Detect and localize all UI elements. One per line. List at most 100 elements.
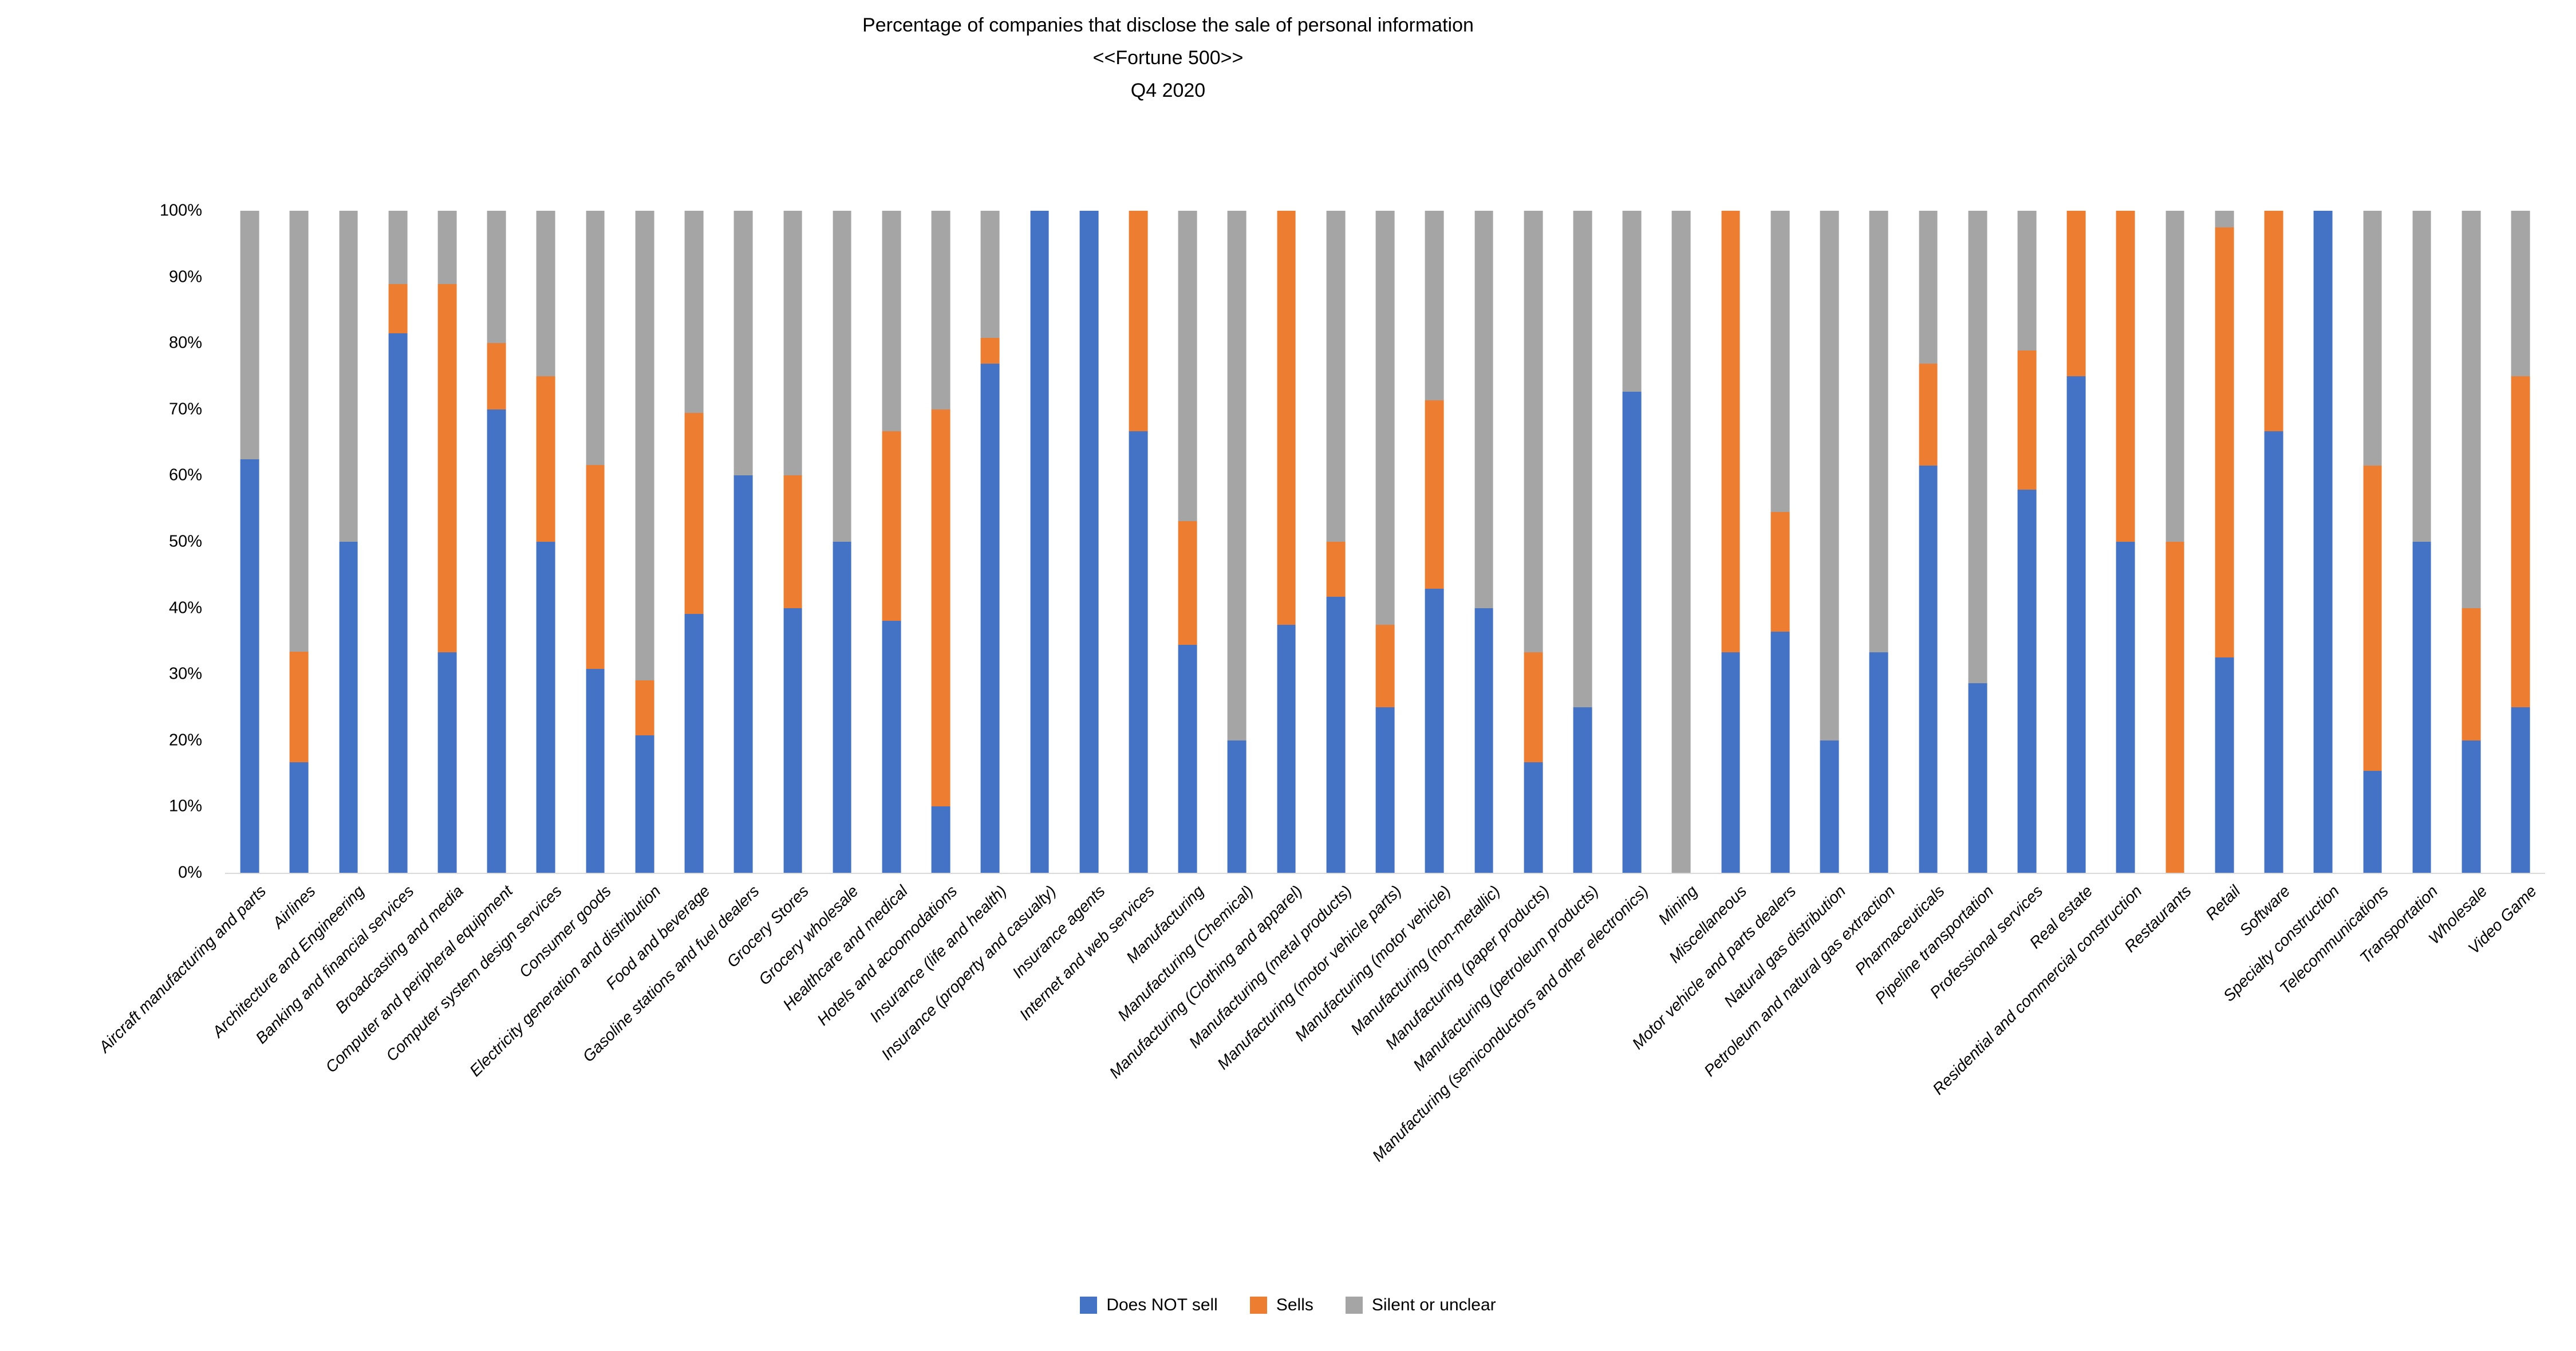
bar-segment-does-not-sell (1079, 211, 1099, 873)
bar-segment-silent-or-unclear (783, 211, 802, 476)
bar-segment-silent-or-unclear (388, 211, 408, 285)
x-axis-category-label: Mining (1655, 882, 1701, 928)
bar-segment-sells (1277, 211, 1296, 625)
bar-column: Retail (2200, 211, 2249, 924)
bar-segment-silent-or-unclear (240, 211, 259, 459)
stacked-bar (2313, 211, 2333, 873)
stacked-bar (240, 211, 259, 873)
y-axis-tick-label: 10% (168, 797, 202, 816)
stacked-bar (1721, 211, 1741, 873)
bar-segment-does-not-sell (1375, 707, 1395, 873)
bar-segment-sells (2511, 376, 2530, 707)
x-axis-category-label: Consumer goods (515, 882, 615, 981)
bar-segment-sells (1129, 211, 1148, 431)
stacked-bar (1622, 211, 1642, 873)
bar-segment-does-not-sell (1474, 608, 1493, 873)
bar-segment-silent-or-unclear (1425, 211, 1444, 400)
bar-segment-does-not-sell (1573, 707, 1592, 873)
legend-label-sells: Sells (1276, 1295, 1313, 1314)
x-axis-category-label: Retail (2202, 882, 2244, 924)
bar-segment-sells (2116, 211, 2135, 542)
bar-column: Manufacturing (metal products) (1186, 211, 1360, 1051)
stacked-bar (981, 211, 1000, 873)
chart-title-line-3: Q4 2020 (1130, 80, 1206, 101)
bar-segment-silent-or-unclear (2363, 211, 2382, 466)
bar-segment-sells (2165, 542, 2185, 873)
chart-title-line-1: Percentage of companies that disclose th… (862, 14, 1474, 36)
bar-column: Transportation (2357, 211, 2447, 967)
stacked-bar (1277, 211, 1296, 873)
stacked-bar (1672, 211, 1691, 873)
stacked-bar (2511, 211, 2530, 873)
bar-column: Manufacturing (petroleum products) (1410, 211, 1607, 1074)
bar-segment-does-not-sell (586, 668, 605, 873)
bar-column: Telecommunications (2277, 211, 2397, 998)
bar-column: Petroleum and natural gas extraction (1701, 211, 1903, 1080)
bar-segment-does-not-sell (1770, 632, 1790, 873)
bar-segment-does-not-sell (635, 735, 654, 873)
bar-segment-silent-or-unclear (1524, 211, 1543, 653)
bar-segment-sells (2017, 350, 2037, 490)
bar-segment-silent-or-unclear (2461, 211, 2481, 608)
bar-column: Manufacturing (semiconductors and other … (1368, 211, 1656, 1165)
bar-segment-silent-or-unclear (931, 211, 950, 409)
y-axis-tick-label: 70% (168, 400, 202, 419)
bar-segment-sells (487, 343, 506, 409)
bar-segment-silent-or-unclear (1770, 211, 1790, 512)
bar-segment-silent-or-unclear (1228, 211, 1246, 741)
bar-column: Electricity generation and distribution (466, 211, 669, 1080)
bar-segment-does-not-sell (437, 652, 457, 873)
bar-segment-does-not-sell (289, 762, 309, 873)
x-axis-category-label: Aircraft manufacturing and parts (95, 882, 270, 1056)
bar-segment-sells (388, 284, 408, 333)
bar-segment-sells (1919, 364, 1938, 466)
bar-segment-sells (1425, 400, 1444, 589)
bar-column: Banking and financial services (252, 211, 423, 1047)
stacked-bar (388, 211, 408, 873)
stacked-bar (1869, 211, 1888, 873)
bar-column: Professional services (1927, 211, 2052, 1002)
stacked-bar (1079, 211, 1099, 873)
bar-segment-does-not-sell (388, 333, 408, 873)
bar-segment-sells (1178, 521, 1197, 645)
stacked-bar (1030, 211, 1049, 873)
bar-column: Specialty construction (2220, 211, 2348, 1005)
chart-title: Percentage of companies that disclose th… (0, 9, 2336, 107)
bar-column: Residential and commercial construction (1929, 211, 2150, 1098)
bar-segment-silent-or-unclear (536, 211, 555, 376)
stacked-bar (1375, 211, 1395, 873)
bar-segment-does-not-sell (1622, 391, 1642, 873)
bar-segment-sells (1721, 211, 1741, 653)
bar-column: Manufacturing (paper products) (1382, 211, 1558, 1053)
bar-segment-does-not-sell (981, 364, 1000, 873)
bar-segment-does-not-sell (1869, 652, 1888, 873)
legend-label-silent-or-unclear: Silent or unclear (1371, 1295, 1496, 1314)
stacked-bar (783, 211, 802, 873)
x-axis-category-label: Manufacturing (petroleum products) (1410, 882, 1602, 1074)
stacked-bar (2264, 211, 2283, 873)
stacked-bar (437, 211, 457, 873)
stacked-bar (586, 211, 605, 873)
stacked-bar (2461, 211, 2481, 873)
plot-area: 0% 10% 20% 30% 40% 50% 60% 70% 80% 90% 100% Aircraf… (95, 202, 2545, 1165)
bar-segment-sells (2363, 466, 2382, 771)
stacked-bar (1178, 211, 1197, 873)
bar-segment-silent-or-unclear (487, 211, 506, 344)
stacked-bar (1968, 211, 1987, 873)
bar-segment-sells (635, 680, 654, 735)
bar-segment-silent-or-unclear (2412, 211, 2432, 542)
stacked-bar (2066, 211, 2086, 873)
bar-segment-does-not-sell (2017, 489, 2037, 873)
bar-segment-silent-or-unclear (1869, 211, 1888, 653)
bar-segment-does-not-sell (536, 542, 555, 873)
legend-item-does-not-sell: Does NOT sell (1080, 1295, 1218, 1315)
y-axis-tick-label: 50% (168, 532, 202, 551)
bar-segment-does-not-sell (1129, 431, 1148, 873)
x-axis-category-label: Manufacturing (motor vehicle parts) (1213, 882, 1405, 1073)
stacked-bar (2412, 211, 2432, 873)
bar-segment-sells (2461, 608, 2481, 741)
bar-segment-sells (783, 475, 802, 608)
bar-segment-does-not-sell (2215, 657, 2234, 873)
bar-column: Internet and web services (1016, 211, 1163, 1024)
bar-column: Hotels and acoomodations (814, 211, 965, 1029)
